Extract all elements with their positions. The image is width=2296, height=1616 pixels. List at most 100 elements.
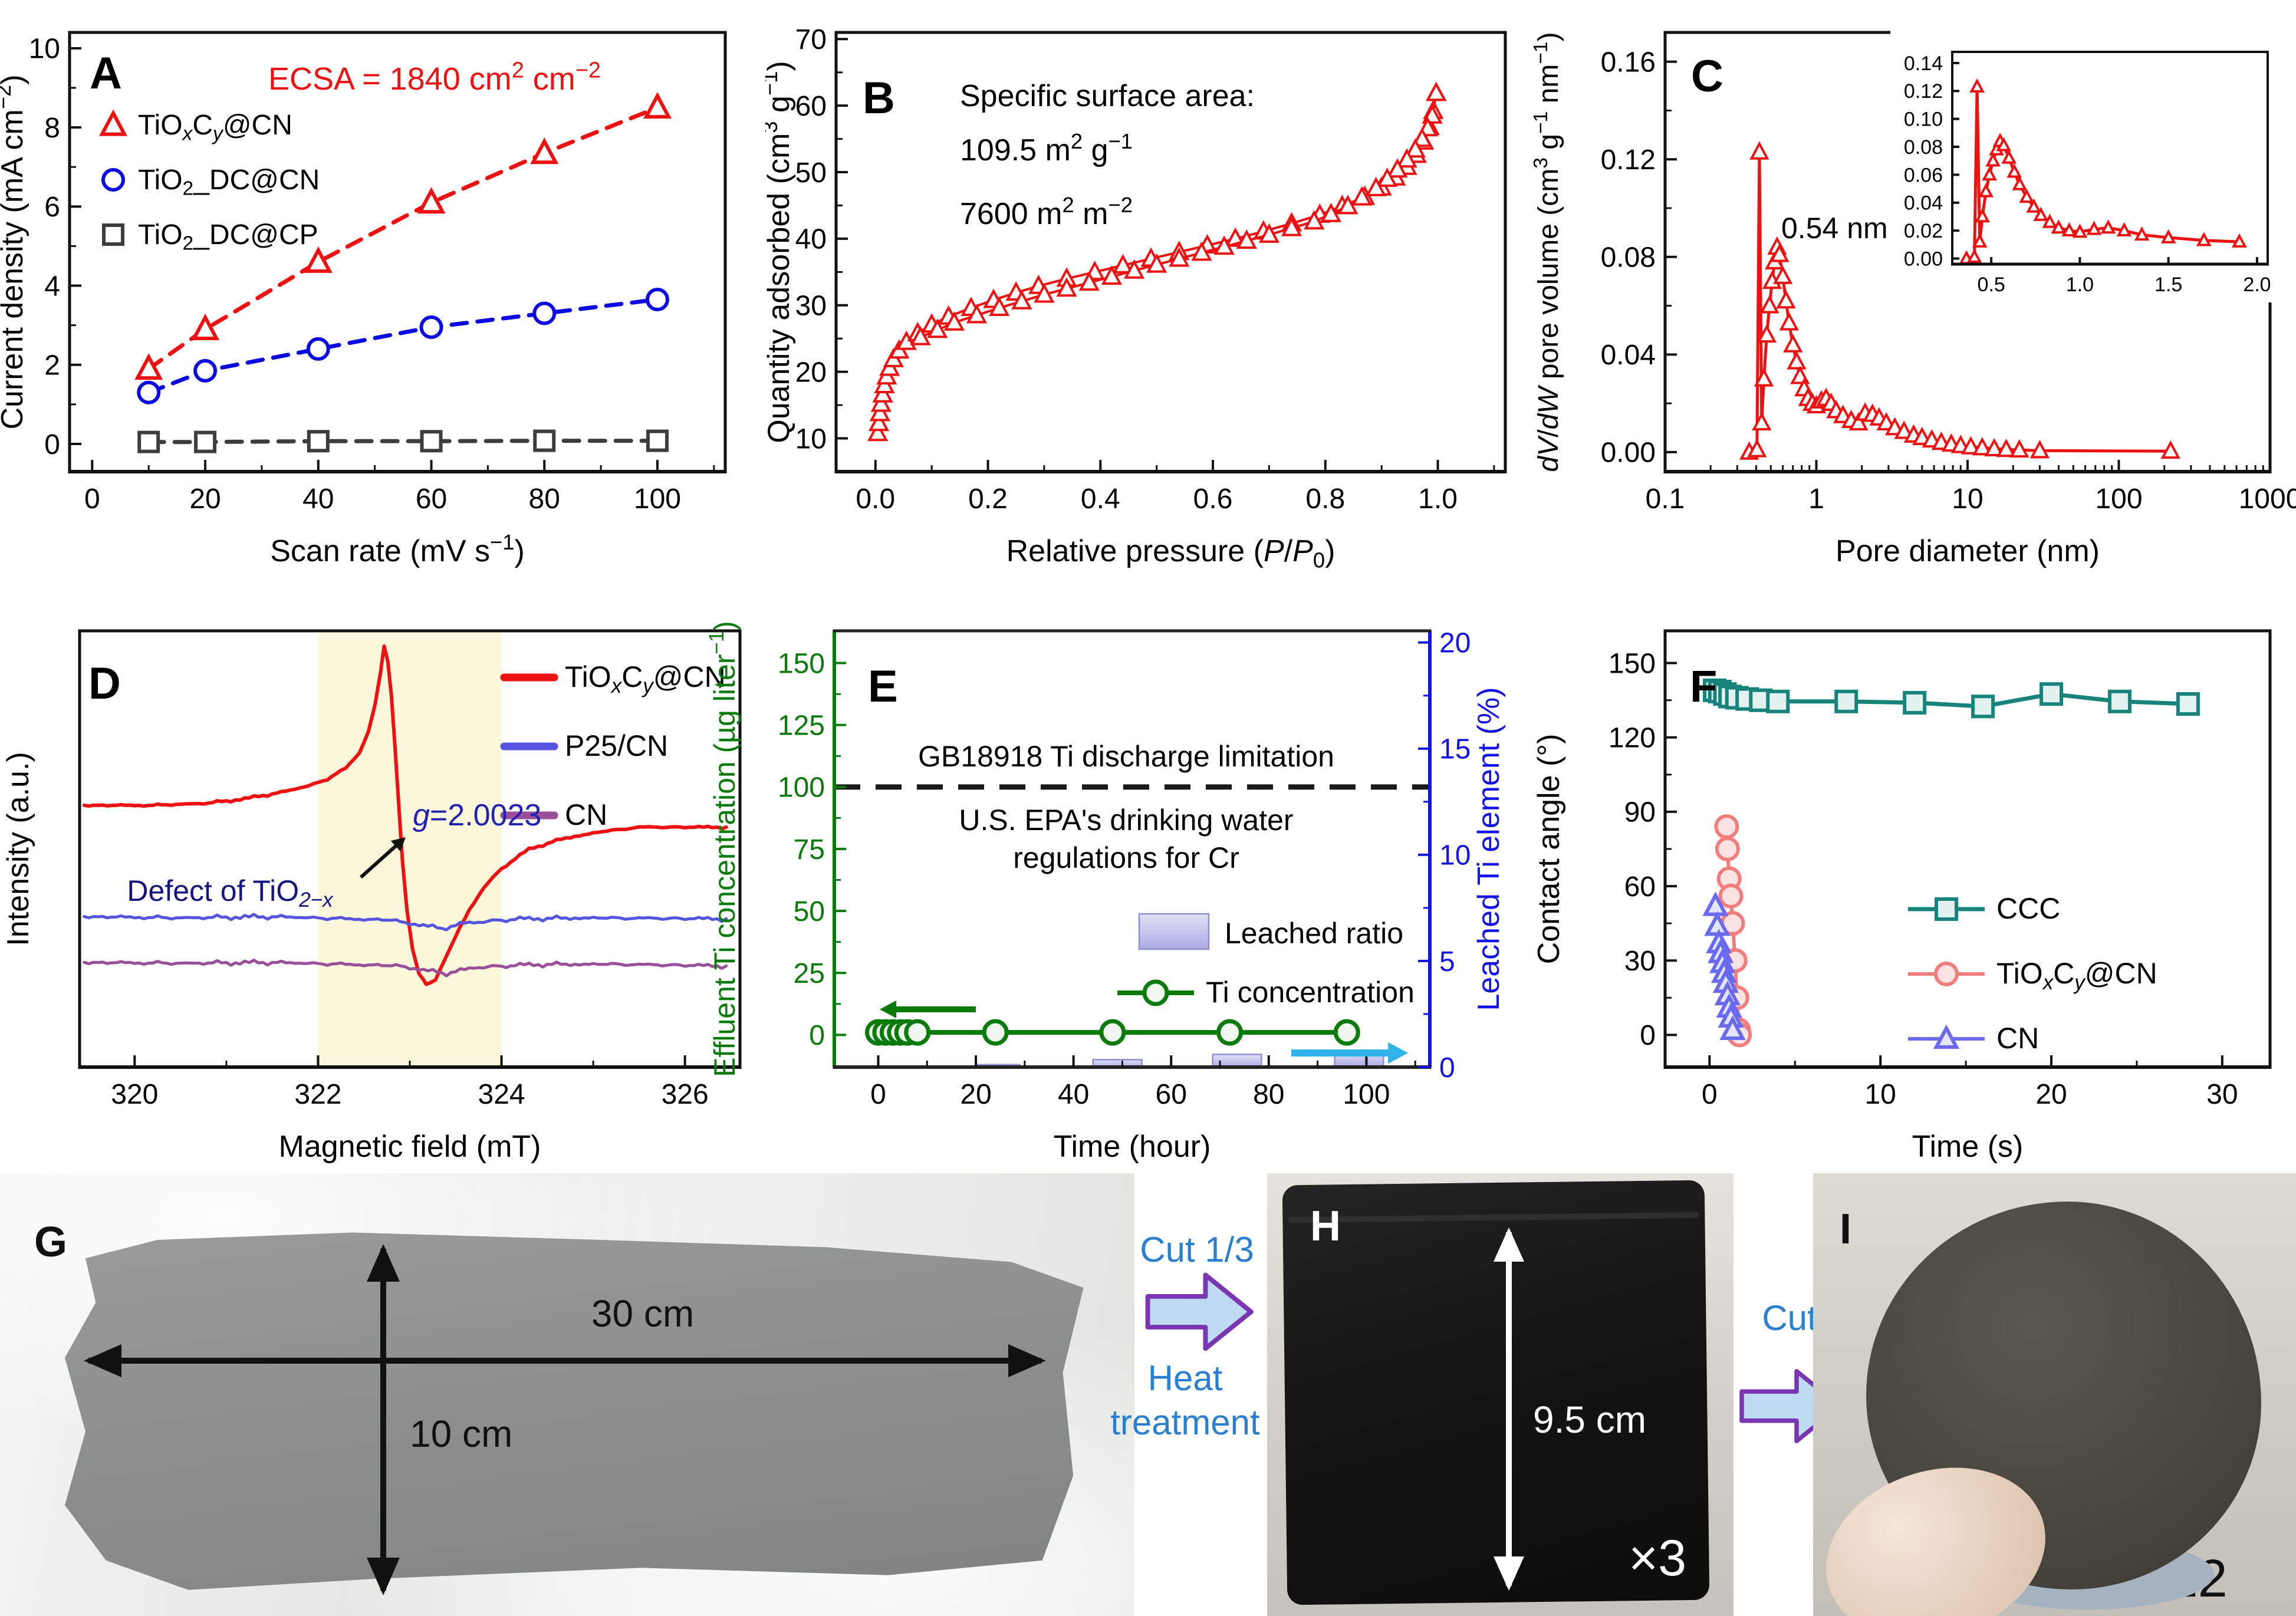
svg-text:0.02: 0.02 xyxy=(1904,220,1943,242)
svg-text:Ti concentration: Ti concentration xyxy=(1206,976,1415,1009)
svg-text:0.1: 0.1 xyxy=(1646,483,1685,515)
svg-text:Magnetic field (mT): Magnetic field (mT) xyxy=(279,1130,541,1164)
svg-text:6: 6 xyxy=(44,192,60,223)
panel-a-ecsa-chart: 0204060801000246810Scan rate (mV s−1)Cur… xyxy=(0,0,765,590)
svg-text:8: 8 xyxy=(44,113,60,144)
svg-text:20: 20 xyxy=(960,1079,991,1110)
svg-text:0.06: 0.06 xyxy=(1904,164,1943,186)
svg-text:125: 125 xyxy=(778,710,825,742)
panel-letter-i: I xyxy=(1840,1203,1851,1256)
svg-text:100: 100 xyxy=(2095,483,2142,515)
svg-text:0: 0 xyxy=(1702,1079,1718,1110)
svg-text:Intensity (a.u.): Intensity (a.u.) xyxy=(1,752,35,946)
svg-text:Current density (mA cm−2): Current density (mA cm−2) xyxy=(0,74,29,429)
svg-text:TiOxCy@CN: TiOxCy@CN xyxy=(138,110,292,145)
figure-root: 0204060801000246810Scan rate (mV s−1)Cur… xyxy=(0,0,2296,1616)
svg-text:1: 1 xyxy=(1808,483,1824,515)
svg-text:1000: 1000 xyxy=(2239,483,2296,515)
svg-text:0.12: 0.12 xyxy=(1904,80,1943,103)
svg-text:U.S. EPA's drinking water: U.S. EPA's drinking water xyxy=(959,804,1293,837)
svg-text:150: 150 xyxy=(778,648,825,679)
svg-text:10: 10 xyxy=(1952,483,1983,515)
svg-text:109.5 m2 g−1: 109.5 m2 g−1 xyxy=(960,129,1133,167)
svg-text:10: 10 xyxy=(29,34,60,65)
svg-text:150: 150 xyxy=(1608,648,1656,679)
svg-text:15: 15 xyxy=(1439,734,1471,765)
height-dimension-label-g: 10 cm xyxy=(410,1410,512,1457)
svg-text:30: 30 xyxy=(1624,946,1656,977)
svg-text:30: 30 xyxy=(2206,1079,2238,1110)
svg-text:4: 4 xyxy=(44,271,60,302)
svg-text:0.00: 0.00 xyxy=(1904,248,1943,270)
photo-g-membrane-sheet xyxy=(0,1173,1134,1616)
svg-text:40: 40 xyxy=(302,483,334,515)
svg-text:0.0: 0.0 xyxy=(856,483,895,515)
svg-text:Pore diameter (nm): Pore diameter (nm) xyxy=(1836,534,2100,568)
svg-text:GB18918 Ti discharge limitatio: GB18918 Ti discharge limitation xyxy=(918,740,1334,773)
svg-text:0.08: 0.08 xyxy=(1904,136,1943,159)
svg-text:Effluent Ti concentration (µg: Effluent Ti concentration (µg liter−1) xyxy=(705,621,741,1077)
svg-text:F: F xyxy=(1690,661,1717,712)
svg-text:25: 25 xyxy=(794,958,825,989)
svg-text:C: C xyxy=(1691,51,1723,101)
svg-text:1.0: 1.0 xyxy=(2066,274,2094,296)
svg-text:2.0: 2.0 xyxy=(2243,274,2271,296)
svg-text:CCC: CCC xyxy=(1996,892,2060,925)
svg-text:TiO2_DC@CP: TiO2_DC@CP xyxy=(138,219,318,255)
count-label-h: ×3 xyxy=(1629,1527,1686,1591)
svg-text:10: 10 xyxy=(1439,840,1471,871)
svg-text:60: 60 xyxy=(1624,871,1656,903)
panel-letter-h: H xyxy=(1310,1200,1341,1253)
panel-c-pore-size-chart: 0.111010010000.000.040.080.120.16Pore di… xyxy=(1531,0,2296,590)
svg-text:0: 0 xyxy=(44,429,60,460)
svg-text:75: 75 xyxy=(794,834,825,865)
svg-text:0: 0 xyxy=(1439,1052,1455,1084)
step1-heat-treatment-label: Heat treatment xyxy=(1079,1356,1291,1444)
svg-text:324: 324 xyxy=(478,1079,525,1110)
svg-text:0: 0 xyxy=(84,483,100,515)
svg-text:TiOxCy@CN: TiOxCy@CN xyxy=(1996,957,2157,994)
svg-text:70: 70 xyxy=(795,24,827,55)
svg-text:Scan rate (mV s−1): Scan rate (mV s−1) xyxy=(270,530,525,568)
svg-text:60: 60 xyxy=(416,483,447,515)
svg-text:2: 2 xyxy=(44,350,60,381)
panel-letter-g: G xyxy=(34,1216,67,1269)
step1-cut-label: Cut 1/3 xyxy=(1103,1227,1291,1272)
svg-text:0.5: 0.5 xyxy=(1977,274,2005,296)
svg-text:Leached Ti element (%): Leached Ti element (%) xyxy=(1472,687,1506,1011)
svg-text:120: 120 xyxy=(1608,723,1656,754)
panel-d-epr-chart: 320322324326Magnetic field (mT)Intensity… xyxy=(0,590,765,1174)
svg-text:322: 322 xyxy=(294,1079,341,1110)
svg-text:50: 50 xyxy=(795,157,827,189)
svg-text:0.10: 0.10 xyxy=(1904,108,1943,131)
svg-text:dV/dW pore volume (cm3 g−1 nm−: dV/dW pore volume (cm3 g−1 nm−1) xyxy=(1531,32,1564,472)
panel-b-adsorption-chart: 0.00.20.40.60.81.010203040506070Relative… xyxy=(765,0,1531,590)
svg-text:0.04: 0.04 xyxy=(1904,192,1943,215)
panel-e-leaching-chart: 020406080100025507510012515005101520Time… xyxy=(702,590,1531,1174)
svg-text:Relative pressure (P/P0): Relative pressure (P/P0) xyxy=(1006,534,1336,572)
svg-text:Contact angle (°): Contact angle (°) xyxy=(1532,734,1566,965)
svg-text:B: B xyxy=(863,73,895,123)
svg-text:80: 80 xyxy=(1253,1079,1284,1110)
svg-text:50: 50 xyxy=(794,896,825,927)
svg-text:5: 5 xyxy=(1439,946,1455,978)
svg-text:Specific surface area:: Specific surface area: xyxy=(960,79,1255,113)
svg-text:0.4: 0.4 xyxy=(1081,483,1120,515)
svg-text:40: 40 xyxy=(795,224,827,255)
svg-text:regulations for Cr: regulations for Cr xyxy=(1013,841,1239,874)
svg-text:g=2.0023: g=2.0023 xyxy=(413,798,541,832)
svg-text:0.54 nm: 0.54 nm xyxy=(1781,212,1888,245)
process-arrow-1-icon xyxy=(1141,1268,1259,1356)
svg-text:A: A xyxy=(90,48,122,98)
svg-text:100: 100 xyxy=(634,483,681,515)
svg-text:Quantity adsorbed (cm3 g−1): Quantity adsorbed (cm3 g−1) xyxy=(765,61,796,443)
svg-text:0.08: 0.08 xyxy=(1601,242,1656,274)
svg-text:0.6: 0.6 xyxy=(1193,483,1233,515)
panel-f-contact-angle-chart: 01020300306090120150Time (s)Contact angl… xyxy=(1531,590,2296,1174)
svg-text:100: 100 xyxy=(1343,1079,1390,1110)
svg-text:0: 0 xyxy=(1640,1020,1656,1051)
svg-text:20: 20 xyxy=(2035,1079,2067,1110)
svg-text:100: 100 xyxy=(778,772,825,804)
svg-text:60: 60 xyxy=(1156,1079,1187,1110)
svg-text:Time (hour): Time (hour) xyxy=(1054,1130,1211,1164)
